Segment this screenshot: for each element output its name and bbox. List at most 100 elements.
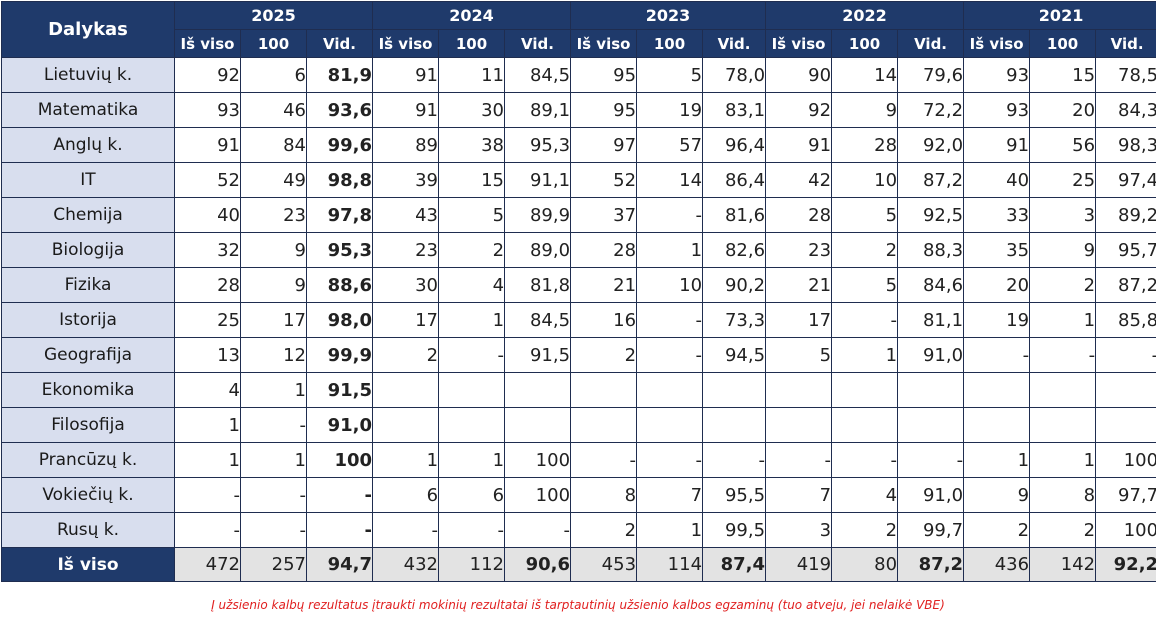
average-cell: 100 (1095, 512, 1156, 548)
average-cell: 95,3 (504, 127, 572, 163)
value-cell (765, 407, 833, 443)
value-cell (438, 407, 506, 443)
total-average-cell: 87,4 (702, 547, 767, 582)
average-cell: 84,5 (504, 57, 572, 93)
total-value-cell: 432 (372, 547, 440, 582)
average-cell: 84,5 (504, 302, 572, 338)
average-cell: 81,8 (504, 267, 572, 303)
average-cell: 91,0 (897, 477, 965, 513)
value-cell (372, 407, 440, 443)
value-cell: 14 (831, 57, 899, 93)
value-cell: 89 (372, 127, 440, 163)
total-value-cell: 436 (963, 547, 1031, 582)
perfect-score-header: 100 (1029, 29, 1097, 58)
average-cell: 92,0 (897, 127, 965, 163)
average-cell: 100 (1095, 442, 1156, 478)
value-cell: 40 (963, 162, 1031, 198)
value-cell (1029, 407, 1097, 443)
value-cell: - (765, 442, 833, 478)
perfect-score-header: 100 (240, 29, 307, 58)
footnote: Į užsienio kalbų rezultatus įtraukti mok… (211, 598, 945, 612)
value-cell: - (240, 477, 307, 513)
value-cell: 92 (174, 57, 241, 93)
value-cell: - (1029, 337, 1097, 373)
value-cell: 91 (372, 57, 440, 93)
average-cell: 92,5 (897, 197, 965, 233)
average-cell: 99,6 (305, 127, 374, 163)
average-cell: 91,1 (504, 162, 572, 198)
average-cell: - (1095, 337, 1156, 373)
value-cell: 56 (1029, 127, 1097, 163)
value-cell: 30 (438, 92, 506, 128)
total-value-cell: 80 (831, 547, 899, 582)
value-cell: 84 (240, 127, 307, 163)
average-cell: 73,3 (702, 302, 767, 338)
value-cell: 1 (174, 407, 241, 443)
average-cell: 86,4 (702, 162, 767, 198)
value-cell: 2 (570, 512, 638, 548)
value-cell: 1 (831, 337, 899, 373)
average-cell (504, 372, 572, 408)
value-cell: 7 (765, 477, 833, 513)
total-value-cell: 419 (765, 547, 833, 582)
value-cell: 10 (831, 162, 899, 198)
perfect-score-header: 100 (438, 29, 506, 58)
value-cell: 7 (636, 477, 704, 513)
year-header: 2023 (570, 1, 767, 30)
value-cell (570, 407, 638, 443)
total-average-cell: 87,2 (897, 547, 965, 582)
value-cell: - (636, 197, 704, 233)
value-cell: 95 (570, 92, 638, 128)
average-cell: 98,8 (305, 162, 374, 198)
value-cell: 39 (372, 162, 440, 198)
table-row: Anglų k. 91 84 99,6 89 38 95,3 97 57 96,4 91 28 92,0… (1, 127, 1156, 163)
value-cell: - (174, 477, 241, 513)
value-cell: 28 (174, 267, 241, 303)
subject-cell: Filosofija (1, 407, 175, 443)
value-cell (963, 407, 1031, 443)
value-cell (831, 407, 899, 443)
value-cell: 9 (240, 232, 307, 268)
average-cell: - (305, 477, 374, 513)
value-cell: 17 (372, 302, 440, 338)
year-header: 2024 (372, 1, 572, 30)
average-cell: 94,5 (702, 337, 767, 373)
average-cell (702, 407, 767, 443)
value-cell: 25 (174, 302, 241, 338)
value-cell: 57 (636, 127, 704, 163)
subject-cell: IT (1, 162, 175, 198)
value-cell: - (831, 442, 899, 478)
value-cell: 12 (240, 337, 307, 373)
average-cell: - (504, 512, 572, 548)
average-cell: 91,5 (504, 337, 572, 373)
value-cell: 4 (438, 267, 506, 303)
average-cell: 97,4 (1095, 162, 1156, 198)
value-cell: 5 (438, 197, 506, 233)
value-cell: 15 (1029, 57, 1097, 93)
value-cell: 15 (438, 162, 506, 198)
table-row: Ekonomika 4 1 91,5 (1, 372, 1156, 408)
perfect-score-header: 100 (831, 29, 899, 58)
average-cell (1095, 407, 1156, 443)
value-cell: 6 (240, 57, 307, 93)
value-cell: 28 (831, 127, 899, 163)
average-cell: 90,2 (702, 267, 767, 303)
average-cell: 91,5 (305, 372, 374, 408)
value-cell: 40 (174, 197, 241, 233)
average-cell: 78,0 (702, 57, 767, 93)
subject-cell: Vokiečių k. (1, 477, 175, 513)
average-cell: 83,1 (702, 92, 767, 128)
value-cell: 97 (570, 127, 638, 163)
value-cell: 3 (1029, 197, 1097, 233)
value-cell: 1 (438, 302, 506, 338)
value-cell: 1 (1029, 302, 1097, 338)
value-cell: 25 (1029, 162, 1097, 198)
value-cell: 9 (240, 267, 307, 303)
value-cell: 93 (963, 57, 1031, 93)
value-cell: 1 (240, 442, 307, 478)
total-count-header: Iš viso (765, 29, 833, 58)
table-row: IT 52 49 98,8 39 15 91,1 52 14 86,4 42 10 87,2 40 25 97… (1, 162, 1156, 198)
value-cell: 49 (240, 162, 307, 198)
total-count-header: Iš viso (174, 29, 241, 58)
value-cell: 5 (765, 337, 833, 373)
